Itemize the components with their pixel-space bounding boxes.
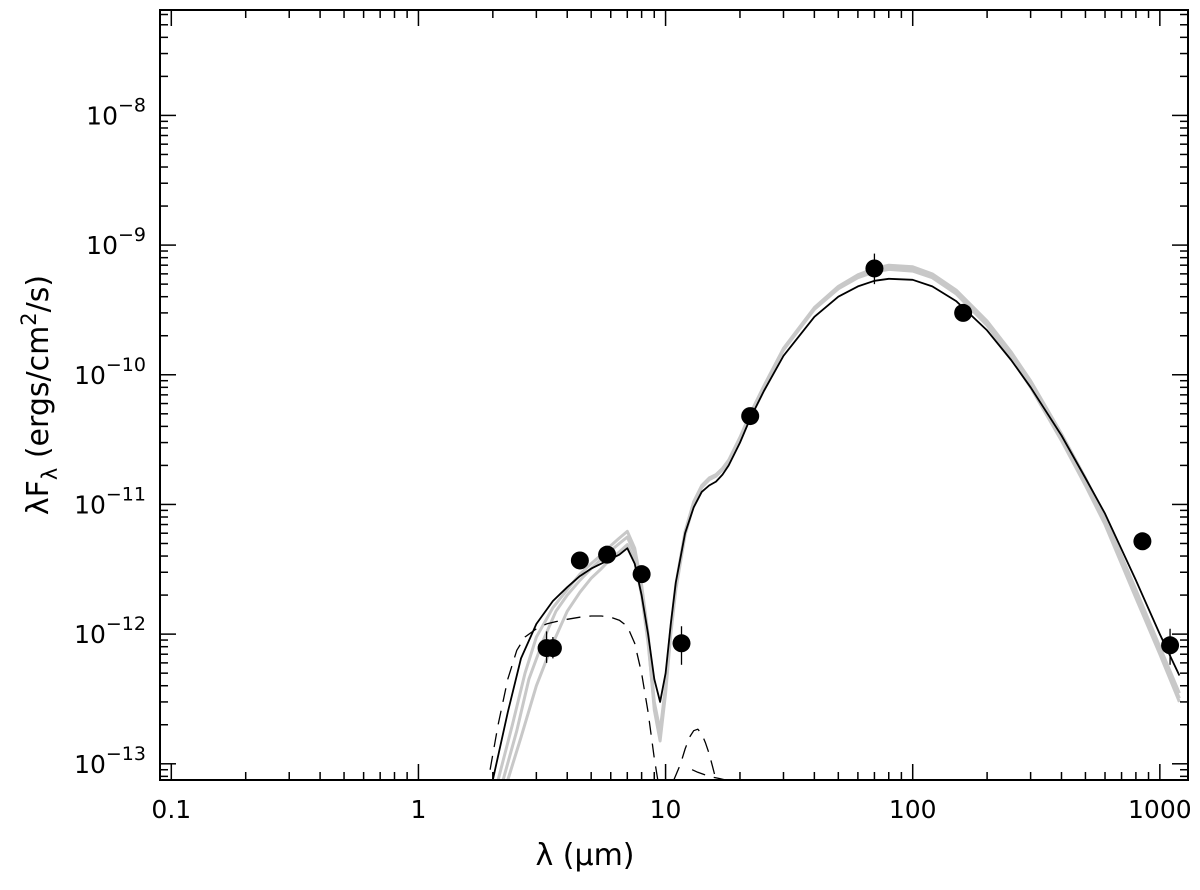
y-tick-exponent: −10	[106, 354, 146, 376]
x-tick-label: 100	[889, 795, 937, 824]
series-best-fit-0	[491, 277, 1181, 780]
data-point-5	[672, 634, 691, 653]
data-points	[537, 253, 1180, 665]
y-tick-label: 10−12	[74, 613, 146, 649]
y-tick-base: 10	[86, 101, 118, 130]
y-tick-label: 10−10	[74, 354, 146, 390]
y-tick-exponent: −9	[118, 224, 146, 246]
x-axis-label: λ (μm)	[535, 838, 634, 873]
y-axis-label-units: (ergs/cm	[21, 326, 56, 468]
y-axis-label-units-exponent: 2	[17, 312, 41, 325]
x-tick-label: 1000	[1128, 795, 1192, 824]
series-stellar-photosphere-5	[673, 728, 717, 780]
data-point-7	[865, 259, 884, 278]
series-stellar-photosphere-4	[489, 615, 659, 780]
y-tick-label: 10−8	[86, 94, 146, 130]
y-tick-exponent: −13	[106, 743, 146, 765]
y-axis-label-subscript: λ	[38, 468, 62, 480]
y-tick-label: 10−13	[74, 743, 146, 779]
data-point-10	[1161, 636, 1180, 655]
plot-frame	[159, 9, 1189, 781]
data-point-8	[954, 303, 973, 322]
data-point-1	[543, 639, 562, 658]
y-tick-base: 10	[86, 231, 118, 260]
y-axis-label-units-suffix: /s)	[21, 275, 56, 312]
y-tick-label: 10−11	[74, 483, 146, 519]
y-tick-label: 10−9	[86, 224, 146, 260]
data-point-3	[598, 545, 617, 564]
y-tick-base: 10	[74, 490, 106, 519]
y-tick-base: 10	[74, 750, 106, 779]
series-stellar-photosphere-6	[691, 769, 726, 780]
data-point-6	[741, 407, 760, 426]
y-tick-exponent: −12	[106, 613, 146, 635]
y-axis-label-main: λF	[21, 480, 56, 515]
data-point-2	[570, 551, 589, 570]
x-tick-labels: 0.1 1 10 100 1000	[151, 795, 1191, 824]
x-tick-label: 0.1	[151, 795, 191, 824]
y-tick-exponent: −8	[118, 94, 146, 116]
y-tick-exponent: −11	[106, 483, 146, 505]
data-point-4	[632, 565, 651, 584]
data-point-9	[1133, 532, 1152, 551]
y-tick-base: 10	[74, 620, 106, 649]
x-tick-label: 1	[410, 795, 426, 824]
x-tick-label: 10	[650, 795, 682, 824]
y-tick-base: 10	[74, 361, 106, 390]
axis-ticks	[159, 10, 1188, 780]
y-axis-label: λFλ (ergs/cm2/s)	[17, 275, 62, 515]
